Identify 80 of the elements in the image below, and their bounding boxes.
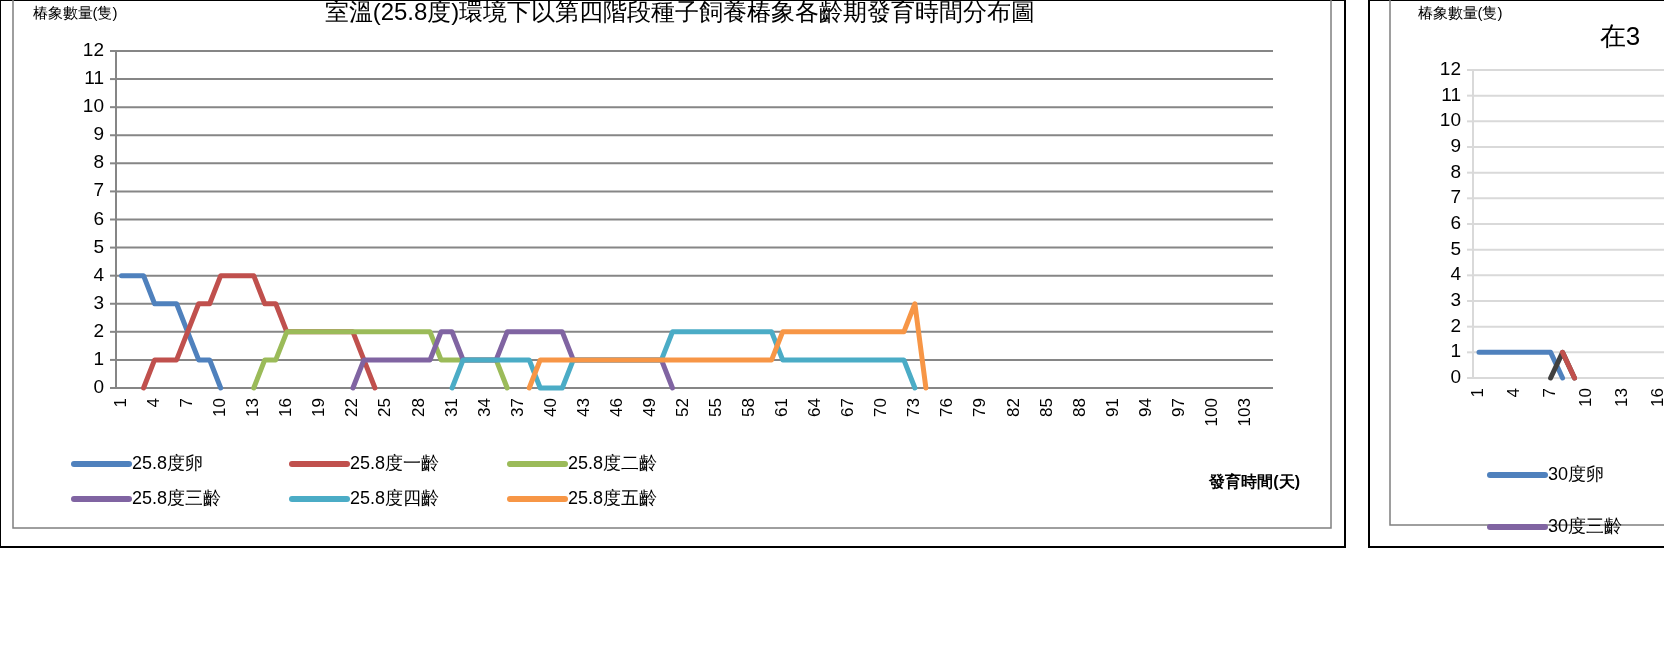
x-tick-label: 10 (210, 398, 230, 417)
y-tick-label: 5 (93, 235, 104, 257)
x-tick-label: 7 (177, 398, 197, 408)
y-tick-label: 6 (93, 207, 104, 229)
x-tick-label: 28 (408, 398, 428, 417)
y-tick-label: 11 (84, 67, 104, 89)
legend-label: 25.8度五齡 (568, 487, 658, 508)
y-tick-label: 1 (93, 347, 104, 369)
x-tick-label: 19 (309, 398, 329, 417)
y-tick-label: 11 (1441, 83, 1461, 105)
x-tick-label: 61 (772, 398, 792, 417)
x-tick-label: 103 (1234, 398, 1254, 427)
legend-label: 30度三齡 (1548, 515, 1623, 536)
x-tick-label: 31 (441, 398, 461, 417)
x-tick-label: 16 (276, 398, 296, 417)
x-tick-label: 52 (672, 398, 692, 417)
x-tick-label: 79 (970, 398, 990, 417)
x-tick-label: 25 (375, 398, 395, 417)
x-tick-label: 22 (342, 398, 362, 417)
x-tick-label: 85 (1036, 398, 1056, 417)
x-axis-title: 發育時間(天) (1208, 472, 1300, 491)
x-tick-label: 64 (805, 398, 825, 417)
y-tick-label: 10 (82, 95, 104, 117)
y-tick-label: 0 (1450, 366, 1461, 388)
y-tick-label: 12 (1439, 58, 1461, 80)
x-tick-label: 4 (1504, 388, 1524, 398)
legend-label: 25.8度四齡 (350, 487, 440, 508)
y-tick-label: 8 (93, 151, 104, 173)
x-tick-label: 1 (110, 398, 130, 408)
y-axis-title: 椿象數量(隻) (32, 3, 118, 21)
chart-title: 室溫(25.8度)環境下以第四階段種子飼養椿象各齡期發育時間分布圖 (324, 0, 1036, 25)
x-tick-label: 46 (606, 398, 626, 417)
y-tick-label: 4 (93, 263, 105, 285)
y-tick-label: 4 (1450, 263, 1462, 285)
x-tick-label: 49 (639, 398, 659, 417)
x-tick-label: 43 (573, 398, 593, 417)
x-tick-label: 91 (1102, 398, 1122, 417)
y-tick-label: 8 (1450, 160, 1461, 182)
y-tick-label: 1 (1450, 340, 1461, 362)
x-tick-label: 88 (1069, 398, 1089, 417)
x-tick-label: 1 (1468, 388, 1488, 398)
y-axis-title: 椿象數量(隻) (1417, 3, 1503, 21)
y-tick-label: 3 (1450, 289, 1461, 311)
x-tick-label: 76 (937, 398, 957, 417)
y-tick-label: 2 (93, 319, 104, 341)
y-tick-label: 2 (1450, 314, 1461, 336)
x-tick-label: 82 (1003, 398, 1023, 417)
legend-label: 30度卵 (1548, 463, 1605, 484)
legend-label: 25.8度卵 (132, 452, 204, 473)
x-tick-label: 4 (144, 398, 164, 408)
x-tick-label: 58 (739, 398, 759, 417)
legend-label: 25.8度一齡 (350, 452, 440, 473)
x-tick-label: 55 (706, 398, 726, 417)
y-tick-label: 9 (1450, 135, 1461, 157)
y-tick-label: 12 (82, 39, 104, 61)
x-tick-label: 16 (1647, 388, 1664, 407)
y-tick-label: 9 (93, 123, 104, 145)
y-tick-label: 5 (1450, 237, 1461, 259)
x-tick-label: 37 (507, 398, 527, 417)
x-tick-label: 13 (1611, 388, 1631, 407)
x-tick-label: 34 (474, 398, 494, 417)
x-tick-label: 73 (904, 398, 924, 417)
chart-title: 在3 (1599, 21, 1641, 51)
x-tick-label: 97 (1168, 398, 1188, 417)
x-tick-label: 100 (1201, 398, 1221, 427)
x-tick-label: 94 (1135, 398, 1155, 417)
x-tick-label: 13 (243, 398, 263, 417)
x-tick-label: 40 (540, 398, 560, 417)
y-tick-label: 6 (1450, 212, 1461, 234)
x-tick-label: 70 (871, 398, 891, 417)
x-tick-label: 10 (1575, 388, 1595, 407)
legend-label: 25.8度三齡 (132, 487, 222, 508)
legend-label: 25.8度二齡 (568, 452, 658, 473)
y-tick-label: 7 (93, 179, 104, 201)
x-tick-label: 67 (838, 398, 858, 417)
y-tick-label: 0 (93, 376, 104, 398)
y-tick-label: 10 (1439, 109, 1461, 131)
x-tick-label: 7 (1540, 388, 1560, 398)
y-tick-label: 3 (93, 291, 104, 313)
y-tick-label: 7 (1450, 186, 1461, 208)
